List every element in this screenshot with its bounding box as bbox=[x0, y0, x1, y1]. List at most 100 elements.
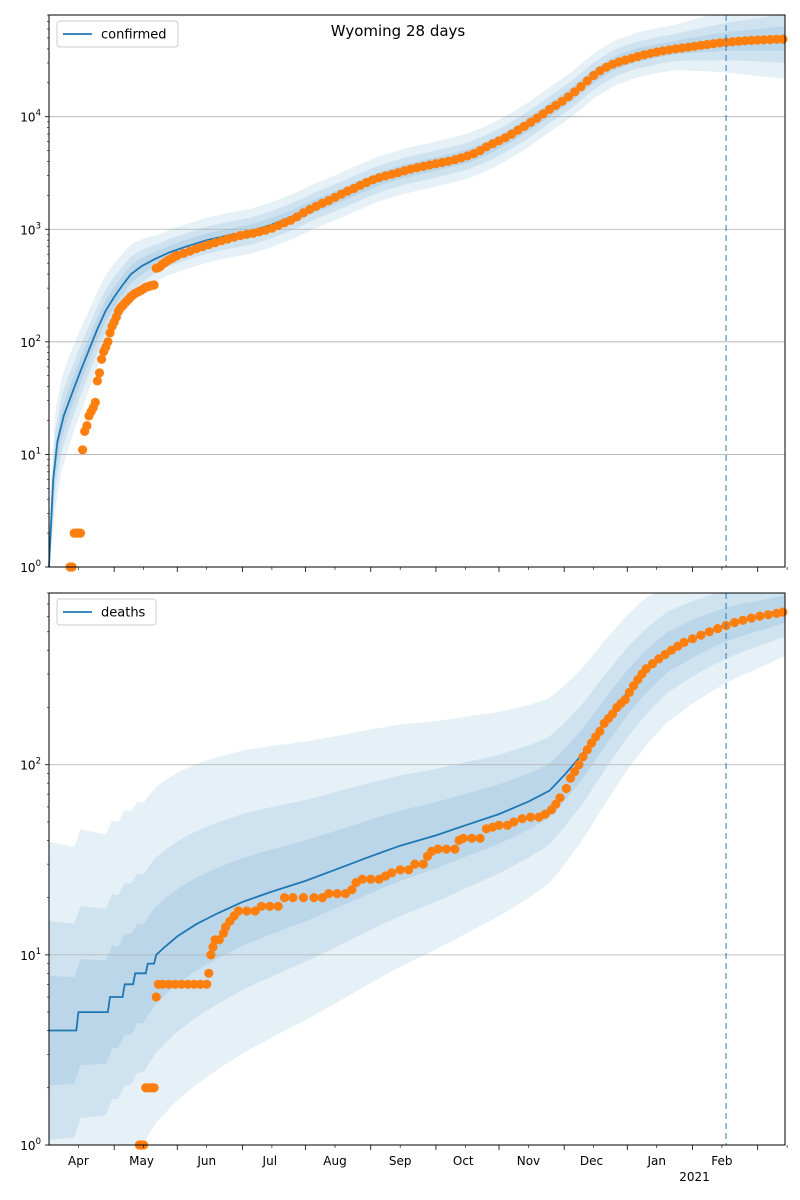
x-tick-label: Aug bbox=[323, 1154, 346, 1168]
observed-point bbox=[704, 627, 714, 637]
observed-point bbox=[576, 82, 586, 92]
y-tick-label: 102 bbox=[20, 757, 41, 773]
observed-point bbox=[738, 615, 748, 625]
confirmed-x-axis-ticks bbox=[78, 567, 788, 572]
observed-point bbox=[189, 979, 199, 989]
x-tick-label: Sep bbox=[389, 1154, 412, 1168]
observed-point bbox=[90, 397, 100, 407]
observed-point bbox=[395, 865, 405, 875]
observed-point bbox=[418, 859, 428, 869]
observed-point bbox=[458, 833, 468, 843]
observed-point bbox=[755, 611, 765, 621]
confirmed-legend-label: confirmed bbox=[101, 28, 167, 43]
x-tick-label: Apr bbox=[68, 1154, 89, 1168]
observed-point bbox=[332, 889, 342, 899]
deaths-panel: 100 101 102 Apr May Jun Jul Aug Sep Oct Nov Dec Jan… bbox=[20, 592, 788, 1184]
observed-point bbox=[149, 1083, 159, 1093]
observed-point bbox=[279, 893, 290, 903]
observed-point bbox=[94, 368, 105, 378]
observed-point bbox=[103, 337, 113, 347]
observed-point bbox=[75, 528, 86, 538]
observed-point bbox=[763, 610, 773, 620]
observed-point bbox=[647, 659, 658, 669]
observed-point bbox=[82, 421, 92, 431]
confirmed-legend-box bbox=[56, 20, 179, 48]
observed-point bbox=[729, 617, 740, 628]
observed-point bbox=[97, 354, 107, 364]
confirmed-panel: 100 101 102 103 104 confirmed Wyoming 28 day… bbox=[20, 14, 788, 575]
observed-point bbox=[494, 820, 504, 830]
observed-point bbox=[410, 859, 420, 869]
observed-point bbox=[526, 812, 536, 822]
observed-point bbox=[441, 844, 451, 854]
observed-point bbox=[206, 950, 216, 960]
observed-point bbox=[324, 889, 334, 899]
observed-point bbox=[582, 76, 592, 86]
x-tick-label: Jan bbox=[646, 1154, 666, 1168]
observed-point bbox=[589, 70, 599, 81]
observed-point bbox=[563, 92, 574, 102]
observed-point bbox=[242, 906, 252, 916]
observed-point bbox=[233, 906, 243, 916]
deaths-gridlines bbox=[49, 764, 785, 956]
observed-point bbox=[204, 968, 214, 978]
observed-point bbox=[570, 767, 580, 777]
observed-point bbox=[595, 726, 605, 736]
observed-point bbox=[641, 664, 651, 674]
y-tick-label: 100 bbox=[20, 559, 41, 575]
observed-point bbox=[555, 793, 565, 803]
observed-point bbox=[273, 901, 283, 911]
observed-point bbox=[561, 783, 571, 794]
y-tick-label: 103 bbox=[20, 221, 41, 237]
observed-point bbox=[256, 901, 266, 911]
observed-point bbox=[158, 979, 168, 989]
observed-point bbox=[433, 844, 443, 854]
observed-point bbox=[509, 817, 519, 827]
confirmed-observed-points bbox=[65, 34, 788, 572]
x-tick-year-label: 2021 bbox=[679, 1170, 710, 1184]
observed-point bbox=[288, 893, 298, 903]
observed-point bbox=[170, 979, 180, 989]
observed-point bbox=[517, 814, 527, 824]
observed-point bbox=[151, 992, 161, 1002]
observed-point bbox=[565, 773, 576, 783]
observed-point bbox=[713, 624, 723, 634]
observed-point bbox=[164, 979, 174, 989]
observed-point bbox=[467, 833, 477, 843]
observed-point bbox=[450, 844, 460, 854]
observed-point bbox=[265, 901, 275, 911]
y-tick-label: 100 bbox=[20, 1137, 41, 1153]
observed-point bbox=[620, 695, 630, 705]
observed-point bbox=[298, 893, 308, 903]
observed-point bbox=[208, 942, 218, 952]
x-tick-label: Nov bbox=[517, 1154, 540, 1168]
deaths-legend-box bbox=[56, 598, 157, 626]
observed-point bbox=[475, 833, 485, 843]
observed-point bbox=[250, 906, 260, 916]
observed-point bbox=[778, 34, 788, 44]
confirmed-axes-frame bbox=[48, 14, 786, 568]
x-tick-label: Feb bbox=[711, 1154, 732, 1168]
observed-point bbox=[746, 613, 757, 623]
x-tick-label: Jul bbox=[262, 1154, 277, 1168]
observed-point bbox=[687, 634, 698, 644]
observed-point bbox=[309, 893, 319, 903]
y-tick-label: 101 bbox=[20, 446, 41, 462]
x-tick-label: Jun bbox=[196, 1154, 216, 1168]
observed-point bbox=[624, 687, 635, 698]
observed-point bbox=[404, 865, 414, 875]
y-tick-label: 102 bbox=[20, 334, 41, 350]
observed-point bbox=[92, 376, 102, 386]
x-tick-label: May bbox=[129, 1154, 154, 1168]
observed-point bbox=[578, 752, 588, 762]
deaths-legend: deaths bbox=[56, 598, 157, 626]
observed-point bbox=[202, 979, 212, 989]
confirmed-y-axis-ticks: 100 101 102 103 104 bbox=[20, 14, 49, 575]
x-tick-label: Dec bbox=[580, 1154, 603, 1168]
observed-point bbox=[366, 874, 376, 884]
confirmed-gridlines bbox=[49, 116, 785, 455]
y-tick-label: 104 bbox=[20, 109, 41, 125]
figure-title: Wyoming 28 days bbox=[331, 22, 466, 40]
